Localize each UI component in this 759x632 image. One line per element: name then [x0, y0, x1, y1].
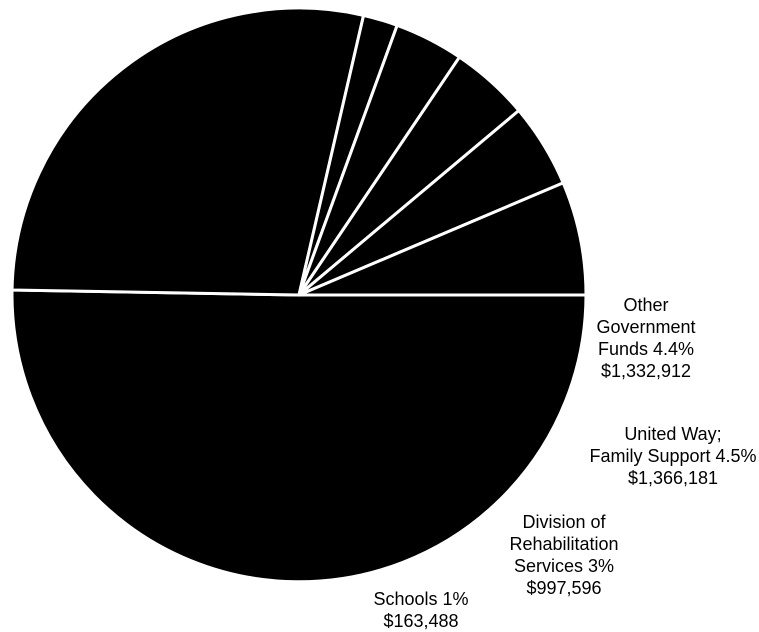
label-other-government-line-4: $1,332,912	[600, 361, 692, 381]
pie-slice-other-government	[297, 181, 588, 297]
label-rehabilitation: Division of Rehabilitation Services 3% $…	[494, 511, 634, 599]
pie-slices	[10, 6, 588, 584]
label-rehabilitation-line-4: $997,596	[526, 578, 602, 598]
label-other-government-line-2: Government	[596, 317, 696, 337]
label-rehabilitation-line-2: Rehabilitation	[509, 534, 619, 554]
label-united-way-line-1: United Way;	[624, 424, 722, 444]
label-rehabilitation-line-3: Services 3%	[513, 556, 615, 576]
label-other-government: Other Government Funds 4.4% $1,332,912	[586, 294, 706, 382]
label-united-way-line-3: $1,366,181	[627, 468, 719, 488]
label-united-way: United Way; Family Support 4.5% $1,366,1…	[588, 423, 758, 489]
label-united-way-line-2: Family Support 4.5%	[589, 446, 757, 466]
pie-slice-large-lower	[10, 6, 366, 297]
label-schools-line-1: Schools 1%	[373, 589, 469, 609]
label-rehabilitation-line-1: Division of	[522, 512, 606, 532]
label-other-government-line-1: Other	[623, 295, 669, 315]
label-schools: Schools 1% $163,488	[356, 588, 486, 632]
label-schools-line-2: $163,488	[383, 611, 459, 631]
label-other-government-line-3: Funds 4.4%	[597, 339, 695, 359]
pie-slice-large-upper	[10, 288, 588, 584]
